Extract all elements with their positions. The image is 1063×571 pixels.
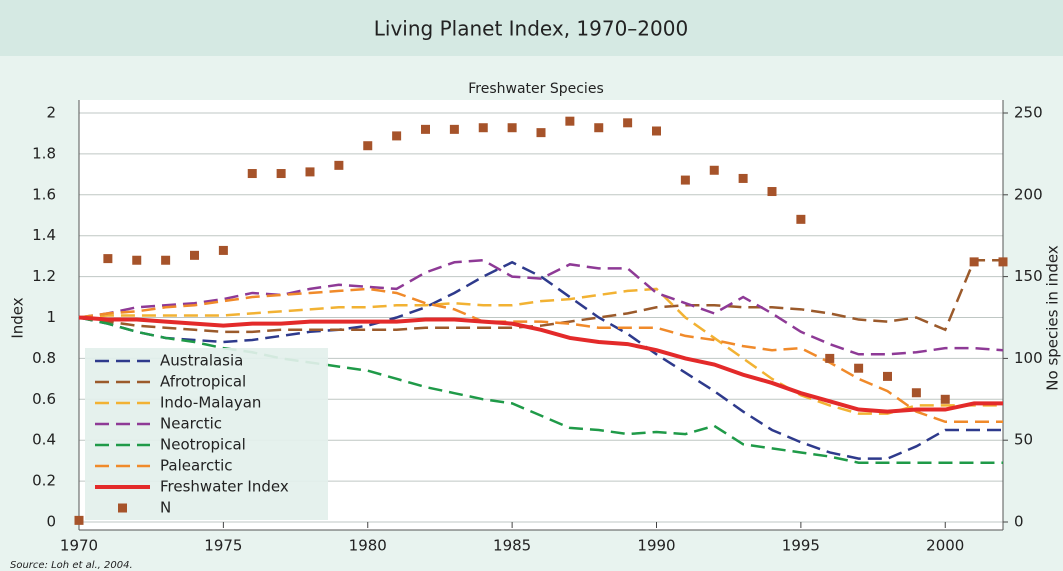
y2-tick-label: 50 — [1014, 431, 1033, 449]
x-tick-label: 1990 — [637, 537, 675, 555]
marker — [680, 175, 690, 185]
y-tick-label: 0 — [46, 513, 56, 531]
y-tick-label: 1.4 — [32, 226, 56, 244]
marker — [767, 187, 777, 197]
legend-label: N — [160, 499, 171, 517]
marker — [507, 123, 517, 133]
legend-label: Neotropical — [160, 436, 246, 454]
marker — [825, 353, 835, 363]
series-line — [78, 258, 1003, 334]
legend-marker — [118, 503, 127, 513]
x-tick-label: 1975 — [204, 537, 242, 555]
y-tick-label: 1.6 — [32, 185, 56, 203]
legend-box — [85, 348, 328, 520]
marker — [854, 363, 864, 373]
marker — [392, 131, 402, 141]
y2-tick-label: 200 — [1014, 185, 1043, 203]
series-line — [78, 287, 1003, 424]
marker — [883, 371, 892, 381]
marker — [161, 255, 171, 265]
series-line — [78, 287, 1003, 415]
marker — [565, 116, 575, 126]
legend-label: Freshwater Index — [160, 478, 289, 496]
x-tick-label: 2000 — [926, 537, 964, 555]
marker — [363, 141, 373, 151]
y2-tick-label: 100 — [1014, 349, 1043, 367]
marker — [247, 169, 257, 179]
marker — [940, 394, 950, 404]
marker — [190, 250, 199, 260]
marker — [334, 160, 344, 170]
marker — [738, 173, 748, 183]
marker — [218, 245, 228, 255]
marker — [421, 124, 430, 134]
marker — [449, 124, 459, 134]
marker — [652, 126, 661, 136]
y-tick-label: 0.4 — [32, 431, 56, 449]
marker — [132, 255, 142, 265]
series-line — [78, 258, 1004, 356]
marker — [796, 214, 806, 224]
marker — [478, 123, 488, 133]
marker — [911, 388, 921, 398]
marker — [103, 254, 113, 264]
series-line — [78, 315, 1003, 414]
source-note: Source: Loh et al., 2004. — [10, 560, 133, 571]
x-tick-label: 1970 — [60, 537, 98, 555]
marker — [998, 257, 1008, 267]
y-tick-label: 2 — [46, 104, 56, 122]
series-line — [78, 260, 1003, 460]
y2-tick-label: 150 — [1014, 267, 1043, 285]
y-tick-label: 1.2 — [32, 267, 56, 285]
legend: Australasia Afrotropical Indo-Malayan Nearc… — [85, 348, 328, 520]
x-tick-label: 1995 — [782, 537, 820, 555]
y-tick-label: 0.8 — [32, 349, 56, 367]
chart-subtitle: Freshwater Species — [468, 81, 603, 97]
title-band — [0, 0, 1063, 56]
y-tick-label: 1.8 — [32, 144, 56, 162]
legend-label: Nearctic — [160, 415, 222, 433]
y-axis-label: Index — [9, 297, 27, 338]
marker — [594, 123, 604, 133]
marker — [709, 165, 719, 175]
y-tick-label: 0.6 — [32, 390, 56, 408]
marker — [74, 515, 84, 525]
legend-label: Palearctic — [160, 457, 233, 475]
x-tick-label: 1980 — [349, 537, 387, 555]
marker — [536, 128, 546, 138]
legend-label: Australasia — [160, 352, 243, 370]
marker — [623, 118, 633, 128]
marker — [969, 257, 979, 267]
marker — [276, 169, 286, 179]
y2-tick-label: 0 — [1014, 513, 1024, 531]
marker — [305, 167, 315, 177]
x-tick-label: 1985 — [493, 537, 531, 555]
y2-axis-label: No species in index — [1044, 245, 1062, 391]
y2-tick-label: 250 — [1014, 104, 1043, 122]
y-tick-label: 0.2 — [32, 472, 56, 490]
chart-title: Living Planet Index, 1970–2000 — [374, 17, 688, 41]
legend-label: Afrotropical — [160, 373, 246, 391]
y-tick-label: 1 — [46, 308, 56, 326]
legend-label: Indo-Malayan — [160, 394, 261, 412]
